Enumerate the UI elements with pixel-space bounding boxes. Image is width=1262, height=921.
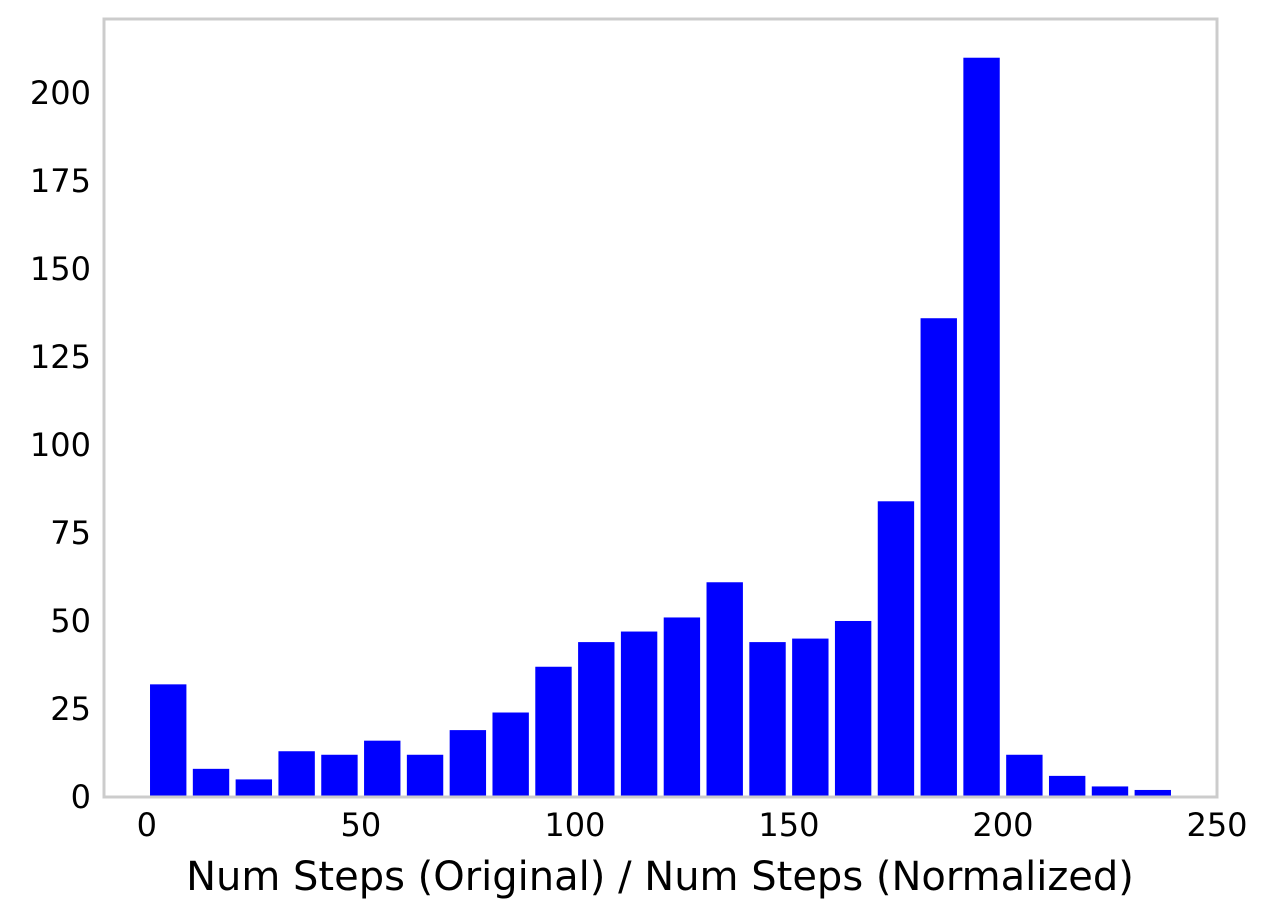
histogram-bar: [235, 779, 273, 797]
histogram-bar: [877, 501, 915, 797]
histogram-bar: [1091, 786, 1129, 797]
histogram-bar: [535, 666, 572, 797]
histogram-bars: [150, 57, 1171, 798]
histogram-bar: [706, 582, 743, 797]
histogram-bar: [364, 740, 401, 797]
y-tick-label: 25: [50, 690, 91, 728]
histogram-bar: [150, 684, 187, 797]
y-tick-label: 50: [50, 602, 91, 640]
x-axis-ticks: 0 50 100 150 200 250: [137, 806, 1248, 844]
histogram-bar: [578, 642, 615, 797]
histogram-bar: [620, 631, 658, 797]
x-tick-label: 250: [1186, 806, 1247, 844]
histogram-bar: [749, 642, 786, 797]
x-tick-label: 50: [340, 806, 381, 844]
histogram-bar: [963, 57, 1000, 798]
histogram-bar: [278, 751, 315, 797]
y-tick-label: 75: [50, 514, 91, 552]
x-tick-label: 150: [758, 806, 819, 844]
y-tick-label: 0: [71, 778, 91, 816]
x-tick-label: 200: [972, 806, 1033, 844]
histogram-bar: [1134, 789, 1171, 797]
y-tick-label: 150: [30, 250, 91, 288]
histogram-bar: [449, 730, 487, 797]
y-tick-label: 100: [30, 426, 91, 464]
histogram-bar: [492, 712, 529, 797]
x-axis-title: Num Steps (Original) / Num Steps (Normal…: [186, 854, 1134, 900]
histogram-bar: [663, 617, 701, 797]
histogram-bar: [920, 318, 957, 797]
y-tick-label: 200: [30, 74, 91, 112]
x-tick-label: 100: [544, 806, 605, 844]
histogram-bar: [1006, 754, 1043, 797]
histogram-bar: [192, 768, 230, 797]
y-tick-label: 125: [30, 338, 91, 376]
plot-frame: [102, 17, 1219, 799]
histogram-bar: [834, 620, 872, 797]
histogram-bar: [406, 754, 444, 797]
histogram-bar: [321, 754, 358, 797]
histogram-bar: [1048, 775, 1086, 797]
y-tick-label: 175: [30, 162, 91, 200]
y-axis-ticks: 0 25 50 75 100 125 150 175 200: [30, 74, 91, 816]
histogram-bar: [792, 638, 829, 797]
x-tick-label: 0: [137, 806, 157, 844]
